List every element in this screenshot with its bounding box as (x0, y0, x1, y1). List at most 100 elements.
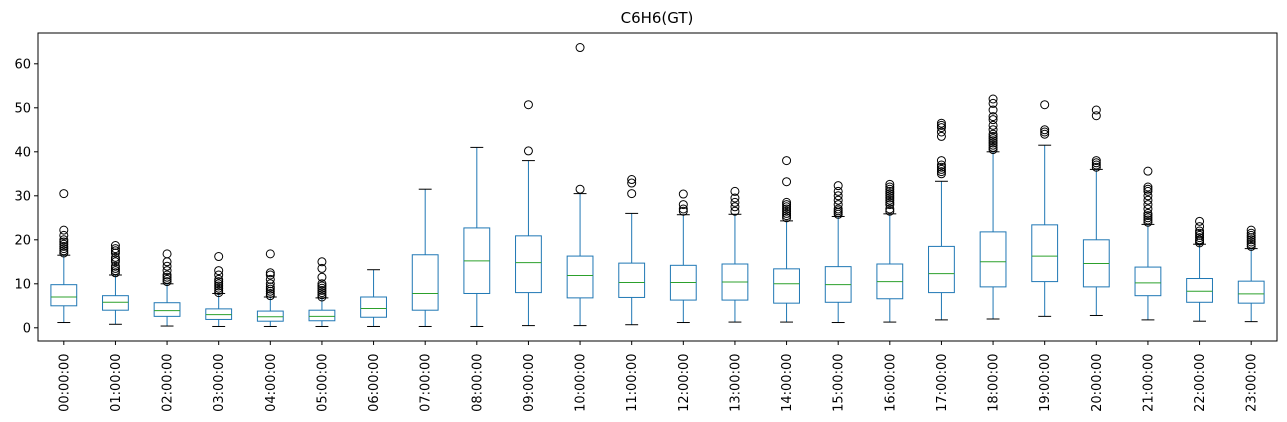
outlier-point (678, 189, 688, 199)
outlier-point (110, 266, 120, 276)
outlier-point (885, 186, 895, 196)
outlier-point (59, 237, 69, 247)
outlier-point (110, 257, 120, 267)
outlier-point (265, 291, 275, 301)
outlier-point (936, 131, 946, 141)
boxes-group (50, 43, 1265, 327)
x-tick-label: 06:00:00 (367, 354, 382, 412)
outlier-point (678, 204, 688, 214)
outlier-point (833, 200, 843, 210)
outlier-point (936, 169, 946, 179)
outlier-point (575, 43, 585, 53)
outlier-point (627, 178, 637, 188)
outlier-point (782, 197, 792, 207)
outlier-point (317, 272, 327, 282)
x-tick-label: 09:00:00 (522, 354, 537, 412)
outlier-point (162, 274, 172, 284)
box-02:00:00 (153, 249, 181, 327)
outlier-point (110, 248, 120, 258)
chart-title: C6H6(GT) (621, 9, 694, 27)
outlier-point (1143, 186, 1153, 196)
x-tick-label: 10:00:00 (574, 354, 589, 412)
outlier-point (1246, 241, 1256, 251)
outlier-point (162, 270, 172, 280)
outlier-point (936, 167, 946, 177)
outlier-point (885, 206, 895, 216)
outlier-point (885, 200, 895, 210)
outlier-point (988, 125, 998, 135)
outlier-point (988, 138, 998, 148)
y-tick-label: 0 (23, 321, 31, 336)
outlier-point (1143, 166, 1153, 176)
outlier-point (782, 213, 792, 223)
outlier-point (1195, 235, 1205, 245)
outlier-point (265, 274, 275, 284)
outlier-point (988, 115, 998, 125)
outlier-point (885, 189, 895, 199)
outlier-point (988, 136, 998, 146)
box-23:00:00 (1237, 225, 1265, 323)
x-tick-label: 05:00:00 (315, 354, 330, 412)
y-tick-label: 20 (14, 233, 31, 248)
outlier-point (162, 266, 172, 276)
box-05:00:00 (308, 257, 336, 327)
iqr-box (566, 255, 594, 299)
outlier-point (782, 200, 792, 210)
outlier-point (1091, 156, 1101, 166)
outlier-point (110, 263, 120, 273)
outlier-point (214, 281, 224, 291)
y-tick-label: 10 (14, 277, 31, 292)
iqr-box (102, 295, 129, 311)
outlier-point (265, 249, 275, 259)
x-tick-label: 20:00:00 (1090, 354, 1105, 412)
outlier-point (782, 156, 792, 166)
x-tick-label: 03:00:00 (212, 354, 227, 412)
outlier-point (936, 118, 946, 128)
outlier-point (110, 241, 120, 251)
x-tick-label: 19:00:00 (1038, 354, 1053, 412)
outlier-point (1246, 233, 1256, 243)
outlier-point (936, 120, 946, 130)
outlier-point (110, 252, 120, 262)
iqr-box (1134, 266, 1162, 297)
x-tick-label: 22:00:00 (1193, 354, 1208, 412)
outlier-point (214, 283, 224, 293)
outlier-point (1040, 127, 1050, 137)
outlier-point (59, 241, 69, 251)
x-tick-label: 15:00:00 (832, 354, 847, 412)
box-04:00:00 (256, 249, 284, 327)
outlier-point (317, 283, 327, 293)
outlier-point (523, 146, 533, 156)
outlier-point (730, 197, 740, 207)
outlier-point (885, 184, 895, 194)
box-16:00:00 (876, 179, 904, 323)
x-tick-label: 21:00:00 (1141, 354, 1156, 412)
iqr-box (411, 254, 439, 311)
outlier-point (885, 195, 895, 205)
outlier-point (59, 248, 69, 258)
outlier-point (317, 292, 327, 302)
outlier-point (1143, 213, 1153, 223)
outlier-point (1143, 208, 1153, 218)
box-10:00:00 (566, 43, 594, 327)
outlier-point (110, 255, 120, 265)
box-21:00:00 (1134, 166, 1162, 321)
box-00:00:00 (50, 189, 78, 324)
outlier-point (1143, 182, 1153, 192)
outlier-point (1143, 217, 1153, 227)
box-17:00:00 (928, 118, 955, 321)
iqr-box (153, 302, 181, 317)
outlier-point (782, 177, 792, 187)
outlier-point (59, 225, 69, 235)
outlier-point (936, 164, 946, 174)
outlier-point (1040, 125, 1050, 135)
x-tick-label: 14:00:00 (780, 354, 795, 412)
outlier-point (214, 285, 224, 295)
iqr-box (1031, 224, 1059, 283)
iqr-box (618, 262, 646, 298)
outlier-point (1246, 228, 1256, 238)
outlier-point (214, 279, 224, 289)
outlier-point (59, 235, 69, 245)
x-tick-label: 02:00:00 (161, 354, 176, 412)
